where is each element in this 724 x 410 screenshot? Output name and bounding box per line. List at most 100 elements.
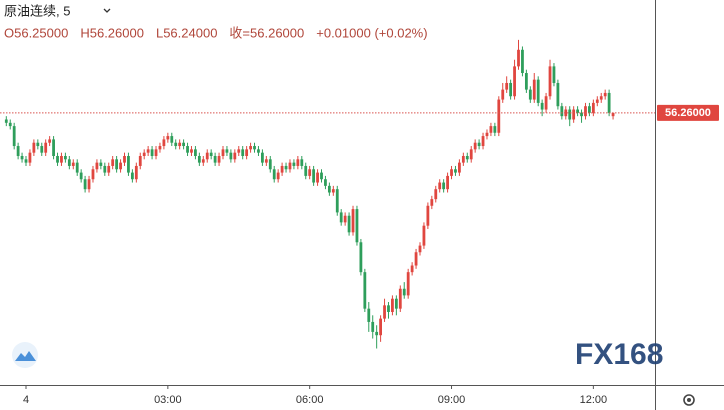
candle-body [591,102,595,113]
candle-body [351,209,355,233]
candle-body [300,159,304,166]
candle-body [79,172,83,180]
candle-body [178,142,182,147]
candle-body [60,155,63,163]
candle-body [154,149,158,156]
candle-body [363,272,367,309]
x-tick-label: 4 [23,394,29,406]
candle-body [44,142,48,153]
candle-body [544,96,548,110]
candle-body [268,159,272,170]
candle-body [134,165,138,180]
candle-body [450,169,453,176]
candle-body [552,66,556,83]
candle-body [146,149,150,153]
x-tick-label: 09:00 [438,394,466,406]
candle-body [8,122,12,127]
candle-body [233,152,237,160]
candle-body [442,182,446,190]
candle-body [4,119,8,123]
candle-body [426,205,430,226]
candle-body [71,162,75,166]
candle-body [528,89,532,100]
candle-body [292,162,296,166]
candle-body [576,109,579,113]
candle-body [458,162,461,173]
candle-body [28,152,32,163]
candle-body [331,189,335,193]
candle-body [509,82,513,97]
candle-body [87,179,91,190]
candle-body [320,172,323,180]
candle-body [367,308,371,322]
candle-body [430,199,434,206]
candle-body [249,146,252,150]
candle-body [123,155,126,163]
candle-body [501,89,505,100]
ohlc-readout: H56.26000 [80,25,144,40]
candle-body [95,162,99,170]
candle-body [91,169,95,180]
candle-body [584,106,587,117]
candle-body [16,146,20,156]
candle-body [398,288,402,309]
candle-body [197,155,201,163]
candle-body [12,126,16,147]
dropdown-chevron[interactable] [103,8,111,13]
candle-body [402,288,406,296]
candle-body [142,152,146,156]
ohlc-readout: 收=56.26000 [229,25,304,40]
candle-body [253,146,256,150]
candle-body [304,165,308,176]
candle-body [150,149,154,156]
candle-body [599,96,603,100]
candle-body [517,49,520,67]
candle-body [454,169,457,173]
candle-body [194,149,197,156]
candle-body [225,149,229,153]
candle-body [67,159,71,166]
candle-body [111,159,115,166]
candle-body [513,66,516,97]
candle-body [383,305,386,319]
candle-body [375,331,379,336]
cloud-icon[interactable] [12,342,38,368]
candle-body [288,162,292,170]
candle-body [611,112,615,117]
candle-body [166,136,170,140]
candle-body [371,321,375,332]
ohlc-readout: +0.01000 (+0.02%) [316,25,427,40]
candle-body [497,99,501,133]
settings-icon[interactable] [683,394,695,406]
candle-body [257,149,260,153]
candle-body [107,165,111,173]
candle-body [524,73,528,90]
candle-body [540,102,544,110]
last-price-box [657,104,719,121]
candle-body [83,179,87,190]
candle-body [48,139,52,143]
candle-body [477,142,481,147]
candle-body [280,165,284,173]
candle-body [241,149,245,156]
candle-body [387,305,390,312]
candle-body [190,149,193,153]
candle-body [316,172,319,183]
candle-body [162,139,166,147]
candle-body [422,225,426,246]
symbol-title[interactable]: 原油连续, 5 [4,3,70,18]
candle-body [532,79,536,100]
candle-body [481,136,485,147]
candle-body [229,152,233,160]
candle-body [264,159,268,163]
candle-body [276,172,280,180]
candle-body [335,189,339,213]
candle-body [64,155,67,160]
candle-body [521,49,524,74]
candle-body [36,142,40,147]
x-tick-label: 12:00 [580,394,608,406]
candle-body [595,99,599,103]
candle-body [182,142,185,147]
candle-body [493,126,497,133]
